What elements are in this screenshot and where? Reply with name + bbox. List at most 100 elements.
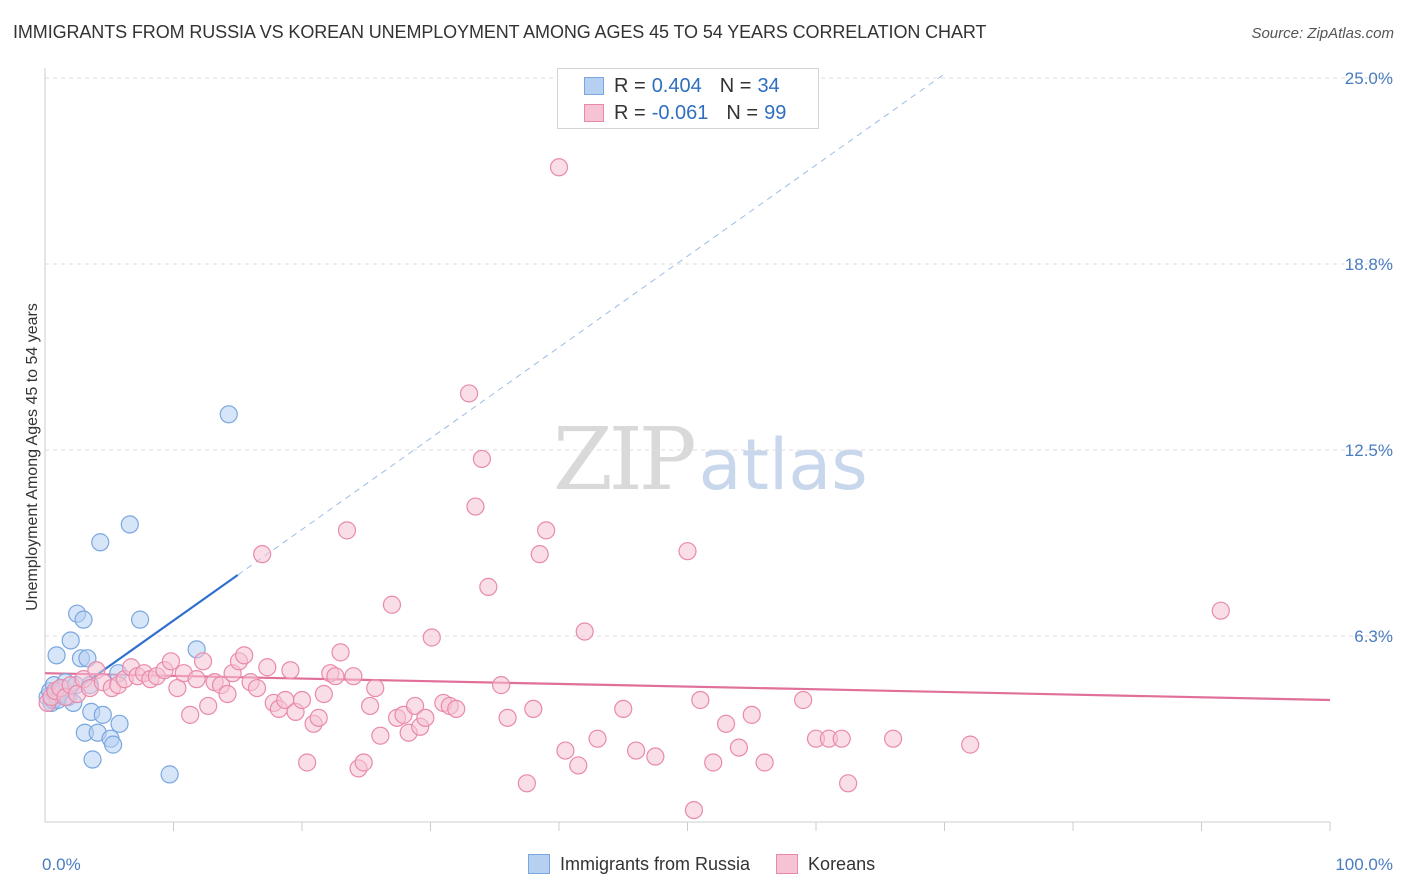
korean-point	[691, 690, 710, 710]
russia-point	[219, 405, 238, 424]
russia-point	[91, 533, 110, 552]
korean-point	[193, 652, 213, 671]
legend-n-value: 99	[764, 101, 787, 124]
korean-point	[235, 646, 254, 665]
watermark: ZIPatlas	[553, 410, 868, 510]
series-legend-swatch-russia	[528, 854, 550, 874]
russia-trend-extension	[237, 73, 945, 576]
x-tick-label-max: 100.0%	[1335, 855, 1393, 874]
russia-point	[74, 610, 93, 629]
korean-point	[466, 497, 485, 516]
legend-r-value: -0.061	[651, 101, 709, 124]
korean-point	[298, 753, 317, 772]
legend-row-koreans: R = -0.061 N = 99	[584, 100, 786, 126]
korean-point	[331, 643, 350, 662]
korean-point	[361, 696, 380, 716]
korean-point	[459, 384, 479, 403]
legend-row-russia: R = 0.404 N = 34	[584, 73, 780, 99]
watermark-atlas: atlas	[698, 424, 868, 506]
korean-point	[326, 667, 345, 686]
korean-point	[199, 696, 218, 716]
korean-point	[447, 699, 466, 719]
korean-point	[729, 738, 749, 757]
series-legend: Immigrants from Russia Koreans	[528, 852, 901, 876]
series-legend-item-koreans: Koreans	[776, 854, 875, 875]
data-points	[38, 158, 1230, 820]
korean-point	[646, 747, 665, 766]
korean-point	[181, 705, 200, 724]
korean-point	[839, 774, 858, 793]
legend-swatch-koreans	[584, 104, 604, 122]
korean-point	[344, 667, 363, 686]
korean-point	[309, 708, 328, 727]
series-legend-label-russia: Immigrants from Russia	[560, 853, 751, 874]
legend-r-label: R =	[614, 74, 646, 97]
legend-n-label: N =	[726, 101, 759, 124]
korean-point	[218, 684, 237, 704]
russia-point	[61, 631, 80, 650]
x-tick-label-min: 0.0%	[42, 855, 81, 874]
legend-n-value: 34	[757, 74, 780, 97]
korean-point	[382, 595, 402, 614]
russia-point	[47, 646, 66, 665]
series-legend-label-koreans: Koreans	[808, 853, 876, 874]
series-legend-swatch-koreans	[776, 854, 799, 874]
grid-lines	[45, 77, 1392, 637]
korean-point	[716, 714, 736, 733]
korean-point	[530, 545, 549, 564]
chart-source: Source: ZipAtlas.com	[1251, 25, 1394, 42]
correlation-legend: R = 0.404 N = 34 R = -0.061 N = 99	[557, 68, 819, 129]
trend-lines	[44, 73, 1331, 710]
korean-point	[314, 684, 333, 704]
russia-point	[110, 714, 129, 733]
korean-point	[371, 726, 390, 745]
korean-point	[247, 678, 267, 698]
korean-point	[537, 521, 556, 540]
korean-point	[366, 678, 385, 698]
series-legend-item-russia: Immigrants from Russia	[528, 854, 750, 875]
korean-point	[354, 753, 373, 772]
korean-point	[832, 729, 851, 748]
korean-point	[281, 661, 300, 680]
tick-labels: 6.3% 12.5% 18.8% 25.0% 0.0% 100.0%	[42, 69, 1393, 874]
korean-point	[678, 542, 697, 561]
korean-point	[498, 708, 517, 727]
russia-point	[160, 765, 179, 784]
korean-point	[187, 670, 206, 689]
korean-point	[416, 708, 435, 727]
korean-point	[575, 622, 594, 641]
korean-point	[588, 729, 607, 748]
y-tick-label: 6.3%	[1354, 627, 1393, 646]
korean-point	[472, 449, 491, 469]
korean-point	[337, 521, 357, 540]
russia-point	[83, 750, 102, 769]
korean-point	[626, 741, 646, 760]
korean-point	[549, 158, 569, 177]
legend-swatch-russia	[584, 77, 604, 95]
korean-point	[405, 696, 425, 716]
korean-point	[684, 800, 704, 820]
korean-point	[883, 729, 903, 748]
korean-point	[292, 690, 312, 710]
korean-point	[258, 658, 277, 677]
y-tick-label: 12.5%	[1345, 441, 1393, 460]
y-tick-label: 18.8%	[1345, 255, 1393, 274]
legend-n-label: N =	[719, 74, 752, 97]
korean-point	[755, 753, 774, 772]
korean-point	[253, 545, 272, 564]
korean-point	[704, 753, 723, 772]
korean-point	[556, 741, 575, 760]
y-tick-label: 25.0%	[1345, 69, 1393, 88]
russia-point	[104, 735, 123, 754]
korean-point	[1211, 601, 1230, 620]
legend-r-value: 0.404	[651, 74, 702, 97]
korean-point	[161, 652, 181, 671]
korean-point	[524, 699, 543, 719]
korean-point	[569, 756, 588, 775]
korean-point	[517, 774, 536, 793]
korean-point	[961, 735, 980, 754]
korean-point	[479, 577, 498, 596]
watermark-zip: ZIP	[553, 410, 697, 510]
korean-point	[794, 690, 813, 710]
